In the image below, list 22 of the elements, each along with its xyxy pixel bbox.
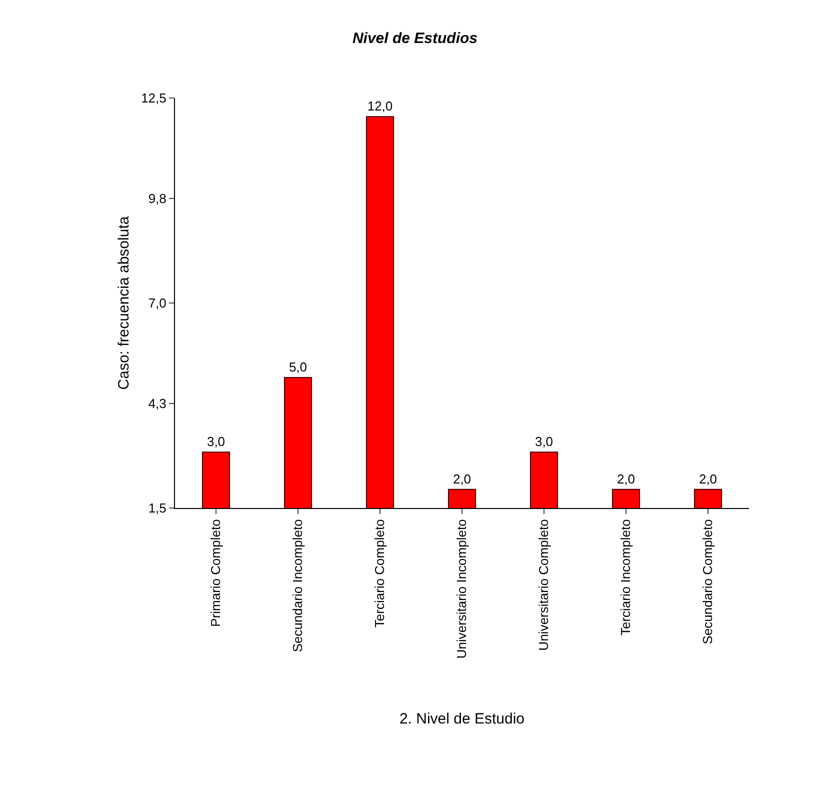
x-tick-label: Secundario Incompleto bbox=[290, 519, 306, 652]
y-tick-label: 7,0 bbox=[148, 296, 166, 311]
y-tick-label: 9,8 bbox=[148, 191, 166, 206]
data-label: 12,0 bbox=[367, 98, 393, 114]
x-tick-label: Terciario Incompleto bbox=[618, 519, 634, 636]
chart-title: Nivel de Estudios bbox=[352, 30, 478, 47]
x-tick-label: Universitario Completo bbox=[536, 519, 552, 651]
data-label: 3,0 bbox=[206, 434, 226, 450]
x-axis-title: 2. Nivel de Estudio bbox=[399, 710, 525, 728]
x-tick-label: Universitario Incompleto bbox=[454, 519, 470, 659]
data-label: 5,0 bbox=[288, 360, 308, 375]
data-label: 2,0 bbox=[698, 471, 718, 486]
data-label: 3,0 bbox=[534, 434, 554, 450]
x-tick-label: Secundario Completo bbox=[700, 519, 716, 644]
x-tick-label: Terciario Completo bbox=[372, 519, 388, 628]
x-tick-label: Primario Completo bbox=[208, 519, 224, 627]
y-axis-title: Caso: frecuencia absoluta bbox=[115, 216, 132, 390]
data-label: 2,0 bbox=[616, 471, 636, 486]
y-tick-label: 12,5 bbox=[141, 90, 166, 106]
data-label: 2,0 bbox=[452, 471, 472, 486]
y-tick-label: 4,3 bbox=[148, 396, 166, 412]
y-tick-label: 1,5 bbox=[148, 500, 166, 516]
